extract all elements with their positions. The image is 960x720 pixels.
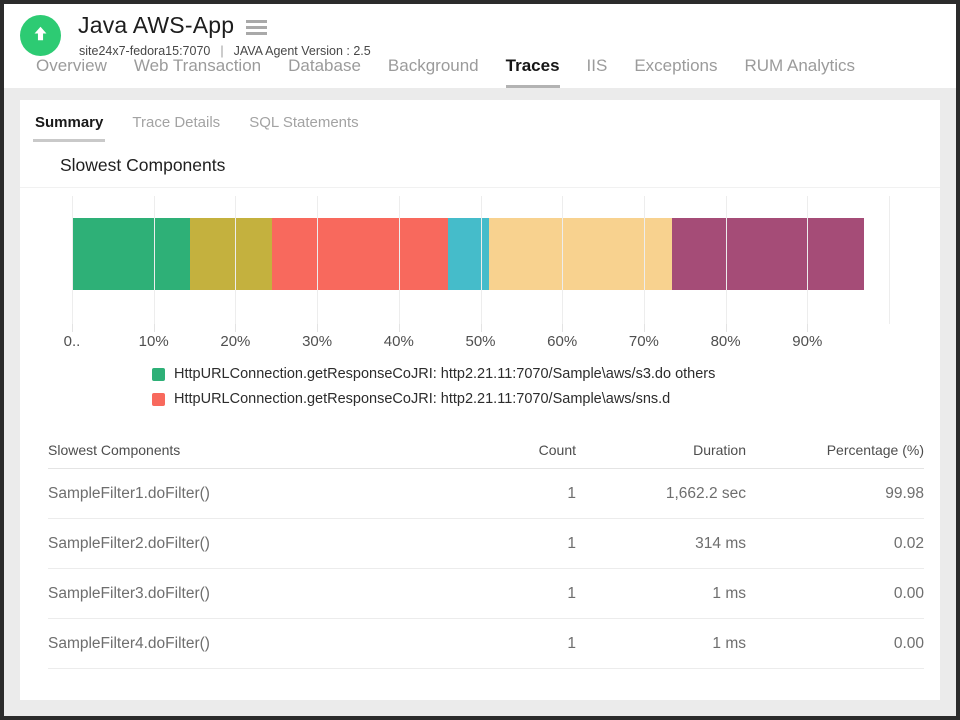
axis-tick-mark — [72, 324, 73, 332]
nav-tab-exceptions[interactable]: Exceptions — [634, 56, 718, 75]
axis-tick-label: 60% — [547, 333, 578, 350]
axis-tick-label: 30% — [302, 333, 333, 350]
bar-segment[interactable] — [672, 218, 865, 290]
bar-segment[interactable] — [190, 218, 273, 290]
up-arrow-icon — [32, 25, 49, 47]
chart-x-axis: 0.. 10% 20% 30% 40% 50% 60% 70% 80% 90% — [64, 324, 892, 356]
subtab-sql-statements[interactable]: SQL Statements — [249, 114, 359, 131]
axis-tick-label: 50% — [465, 333, 496, 350]
axis-tick-mark — [807, 324, 809, 332]
axis-tick-mark — [235, 324, 237, 332]
legend-label: HttpURLConnection.getResponseCoJRI: http… — [174, 391, 671, 407]
cell-component: SampleFilter1.doFilter() — [48, 484, 210, 502]
nav-tab-web-transaction[interactable]: Web Transaction — [133, 56, 262, 75]
page-title: Java AWS-App — [78, 12, 235, 38]
chart-gridline — [889, 196, 890, 324]
axis-tick-label: 10% — [138, 333, 169, 350]
column-header-duration: Duration — [693, 441, 746, 458]
chart-gridline — [807, 196, 809, 324]
nav-tab-rum-analytics[interactable]: RUM Analytics — [744, 56, 856, 75]
cell-percentage: 0.02 — [893, 534, 924, 552]
chart-gridline — [153, 196, 155, 324]
subtitle-separator: | — [220, 44, 224, 58]
table-row: SampleFilter2.doFilter() 1 314 ms 0.02 — [48, 519, 924, 569]
cell-count: 1 — [567, 534, 576, 552]
section-title: Slowest Components — [20, 142, 940, 188]
nav-tab-iis[interactable]: IIS — [586, 56, 608, 75]
bar-segment[interactable] — [272, 218, 448, 290]
cell-percentage: 0.00 — [893, 584, 924, 602]
axis-tick-label: 40% — [383, 333, 414, 350]
column-header-percentage: Percentage (%) — [826, 441, 924, 458]
axis-tick-label: 0.. — [63, 333, 81, 350]
legend-item[interactable]: HttpURLConnection.getResponseCoJRI: http… — [152, 391, 940, 407]
agent-version-label: JAVA Agent Version : 2.5 — [233, 44, 371, 58]
legend-swatch-icon — [152, 367, 165, 381]
cell-percentage: 99.98 — [885, 484, 924, 502]
cell-component: SampleFilter2.doFilter() — [48, 534, 210, 552]
axis-tick-mark — [317, 324, 319, 332]
chart-gridline — [725, 196, 727, 324]
nav-tab-database[interactable]: Database — [288, 56, 361, 75]
column-header-count: Count — [538, 441, 576, 458]
app-status-icon — [20, 15, 61, 56]
table-row: SampleFilter4.doFilter() 1 1 ms 0.00 — [48, 619, 924, 669]
stacked-bar — [72, 218, 865, 290]
traces-panel: Summary Trace Details SQL Statements Slowe… — [20, 100, 940, 700]
page-background: Summary Trace Details SQL Statements Slowe… — [4, 88, 956, 716]
host-label: site24x7-fedora15:7070 — [79, 44, 211, 58]
cell-duration: 1 ms — [712, 584, 746, 602]
table-row: SampleFilter1.doFilter() 1 1,662.2 sec 99.9… — [48, 469, 924, 519]
nav-tab-overview[interactable]: Overview — [36, 56, 107, 75]
bar-segment[interactable] — [72, 218, 191, 290]
table-header-row: Slowest Components Count Duration Percentag… — [48, 431, 924, 469]
table-row: SampleFilter3.doFilter() 1 1 ms 0.00 — [48, 569, 924, 619]
legend-label: HttpURLConnection.getResponseCoJRI: http… — [174, 366, 716, 382]
subtab-summary[interactable]: Summary — [33, 114, 106, 142]
axis-tick-mark — [398, 324, 400, 332]
cell-component: SampleFilter3.doFilter() — [48, 584, 210, 602]
axis-tick-mark — [153, 324, 155, 332]
chart-gridline — [72, 196, 73, 324]
cell-count: 1 — [567, 634, 576, 652]
nav-tab-background[interactable]: Background — [387, 56, 479, 75]
axis-tick-mark — [562, 324, 564, 332]
cell-percentage: 0.00 — [893, 634, 924, 652]
column-header-slowest-components: Slowest Components — [48, 441, 181, 458]
subtab-trace-details[interactable]: Trace Details — [132, 114, 221, 131]
slowest-components-table: Slowest Components Count Duration Percentag… — [48, 431, 924, 669]
cell-component: SampleFilter4.doFilter() — [48, 634, 210, 652]
chart-gridline — [562, 196, 564, 324]
menu-icon[interactable] — [246, 16, 268, 35]
bar-segment[interactable] — [488, 218, 673, 290]
app-header: Java AWS-App site24x7-fedora15:7070 | JA… — [4, 4, 956, 88]
axis-tick-label: 90% — [792, 333, 823, 350]
axis-tick-label: 20% — [220, 333, 251, 350]
chart-gridline — [317, 196, 319, 324]
legend-item[interactable]: HttpURLConnection.getResponseCoJRI: http… — [152, 366, 940, 382]
chart-gridline — [398, 196, 400, 324]
axis-tick-mark — [480, 324, 482, 332]
nav-tab-traces[interactable]: Traces — [505, 56, 560, 88]
traces-subtabs: Summary Trace Details SQL Statements — [20, 100, 940, 142]
cell-duration: 1,662.2 sec — [665, 484, 746, 502]
cell-duration: 314 ms — [695, 534, 746, 552]
chart-gridline — [235, 196, 237, 324]
cell-count: 1 — [567, 584, 576, 602]
axis-tick-mark — [643, 324, 645, 332]
legend-swatch-icon — [152, 392, 165, 406]
cell-duration: 1 ms — [712, 634, 746, 652]
bar-segment[interactable] — [447, 218, 489, 290]
slowest-components-chart — [72, 196, 892, 324]
axis-tick-label: 80% — [710, 333, 741, 350]
chart-legend: HttpURLConnection.getResponseCoJRI: http… — [152, 366, 940, 407]
app-subtitle: site24x7-fedora15:7070 | JAVA Agent Vers… — [79, 44, 371, 58]
axis-tick-label: 70% — [628, 333, 659, 350]
axis-tick-mark — [725, 324, 727, 332]
cell-count: 1 — [567, 484, 576, 502]
chart-gridline — [480, 196, 482, 324]
main-nav: Overview Web Transaction Database Backgroun… — [36, 56, 855, 88]
chart-gridline — [643, 196, 645, 324]
